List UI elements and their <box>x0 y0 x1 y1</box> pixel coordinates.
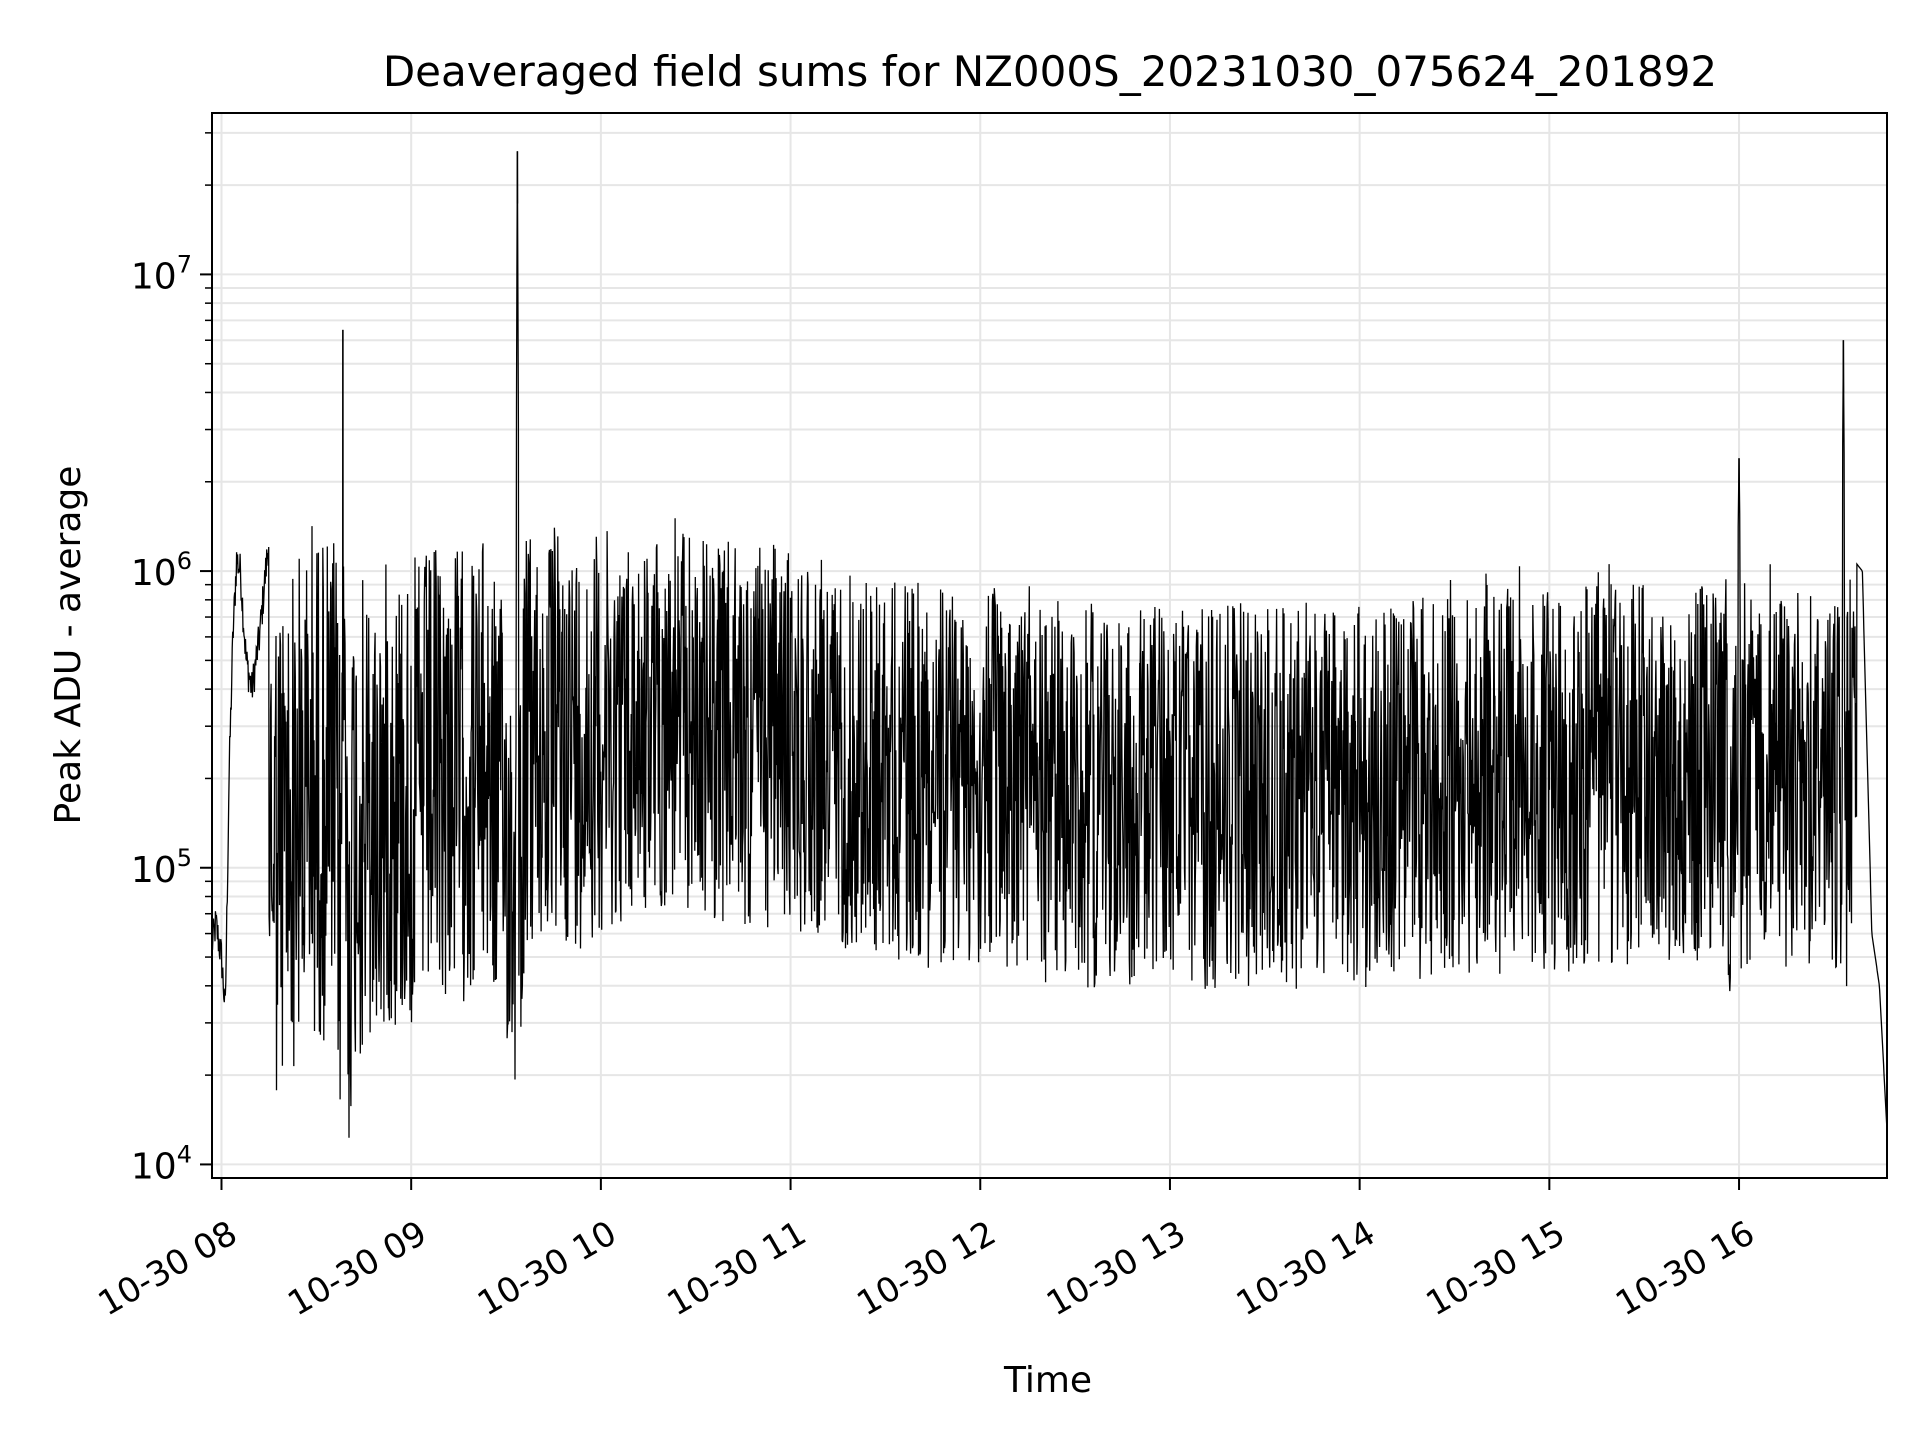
x-tick-label: 10-30 09 <box>281 1213 433 1324</box>
data-series <box>211 151 1888 1138</box>
series-line <box>211 151 1888 1138</box>
x-tick-label: 10-30 14 <box>1230 1213 1382 1324</box>
x-tick-label: 10-30 10 <box>471 1213 623 1324</box>
y-axis: 104 105 106 107 <box>131 132 212 1187</box>
x-tick-label: 10-30 12 <box>850 1213 1002 1324</box>
y-tick-label: 107 <box>131 250 192 297</box>
x-tick-label: 10-30 15 <box>1419 1213 1571 1324</box>
x-tick-label: 10-30 11 <box>661 1213 813 1324</box>
y-tick-label: 104 <box>131 1140 192 1187</box>
x-tick-label: 10-30 13 <box>1040 1213 1192 1324</box>
x-axis: 10-30 08 10-30 09 10-30 10 10-30 11 10-30 12… <box>92 1178 1762 1324</box>
x-tick-label: 10-30 16 <box>1609 1213 1761 1324</box>
grid-lines <box>212 113 1887 1178</box>
chart-title: Deaveraged field sums for NZ000S_2023103… <box>383 47 1717 96</box>
x-axis-label: Time <box>1003 1360 1092 1401</box>
x-tick-label: 10-30 08 <box>92 1213 244 1324</box>
y-axis-label: Peak ADU - average <box>48 466 89 825</box>
y-tick-label: 105 <box>131 844 192 891</box>
y-tick-label: 106 <box>131 547 192 594</box>
plot-frame <box>211 112 1888 1179</box>
